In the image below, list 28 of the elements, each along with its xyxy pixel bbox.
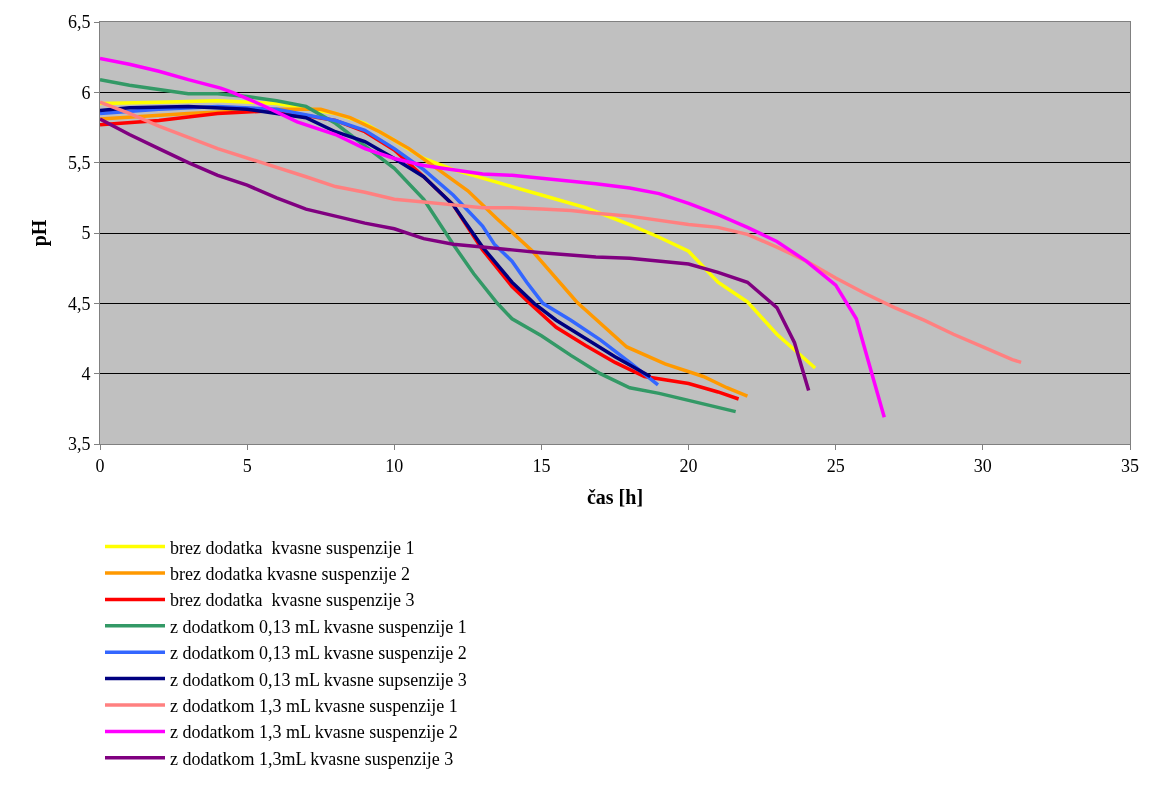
y-tick-label: 4 — [81, 363, 91, 384]
x-tick-label: 25 — [826, 455, 845, 476]
y-tick-label: 5 — [81, 223, 91, 244]
y-tick-label: 3,5 — [67, 434, 91, 455]
x-tick-label: 5 — [242, 455, 252, 476]
x-tick-label: 30 — [973, 455, 992, 476]
legend-label: brez dodatka kvasne suspenzije 2 — [170, 564, 410, 585]
x-tick-label: 0 — [95, 455, 105, 476]
legend-label: z dodatkom 1,3mL kvasne suspenzije 3 — [170, 748, 454, 769]
legend-label: z dodatkom 0,13 mL kvasne supsenzije 3 — [170, 669, 467, 690]
legend-label: brez dodatka kvasne suspenzije 3 — [170, 590, 415, 611]
x-axis-title: čas [h] — [586, 486, 644, 509]
line-series — [100, 100, 1023, 365]
y-tick-label: 6 — [81, 82, 91, 103]
legend-label: z dodatkom 0,13 mL kvasne suspenzije 2 — [170, 643, 467, 664]
x-tick-label: 10 — [385, 455, 404, 476]
y-axis-title: pH — [28, 219, 52, 247]
line-series — [100, 56, 887, 420]
legend-label: brez dodatka kvasne suspenzije 1 — [170, 537, 415, 558]
legend-label: z dodatkom 0,13 mL kvasne suspenzije 1 — [170, 616, 467, 637]
legend-label: z dodatkom 1,3 mL kvasne suspenzije 2 — [170, 722, 458, 743]
legend-label: z dodatkom 1,3 mL kvasne suspenzije 1 — [170, 696, 458, 717]
y-tick-label: 4,5 — [67, 293, 91, 314]
x-tick-label: 15 — [532, 455, 551, 476]
y-tick-label: 5,5 — [67, 152, 91, 173]
y-tick-label: 6,5 — [67, 12, 91, 33]
x-tick-label: 35 — [1121, 455, 1139, 476]
x-tick-label: 20 — [679, 455, 698, 476]
